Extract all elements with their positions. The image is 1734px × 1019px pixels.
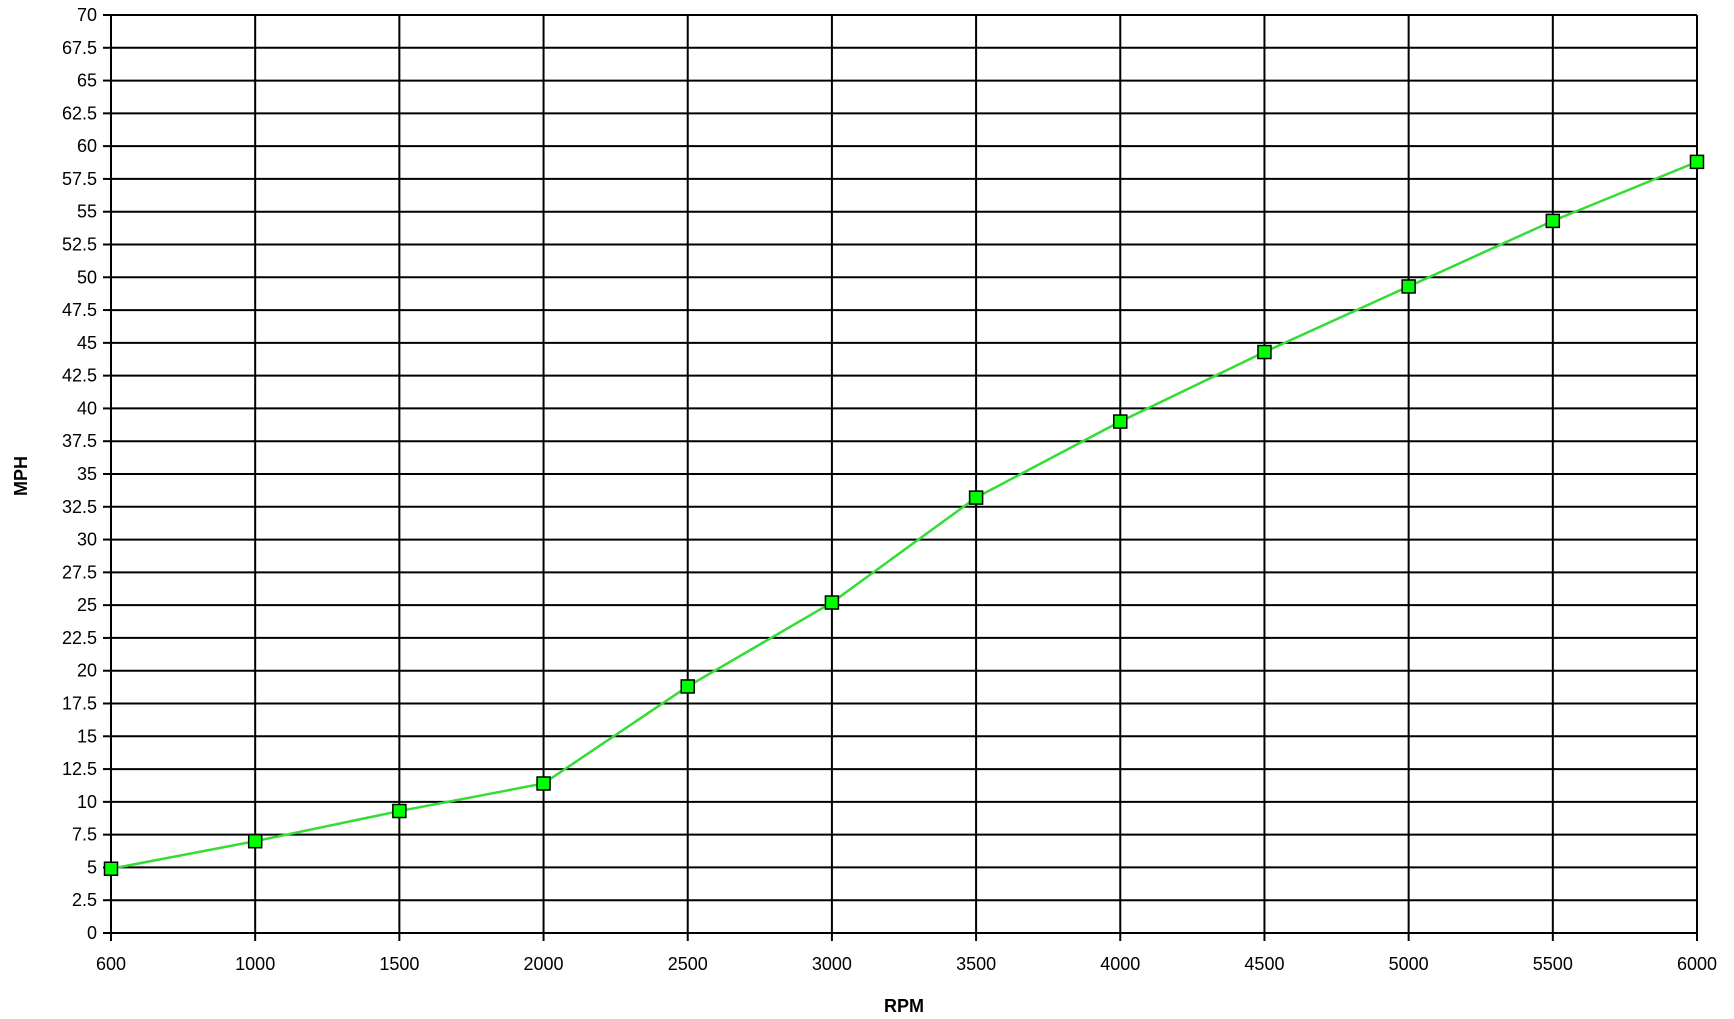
y-tick-label: 27.5 <box>62 562 97 582</box>
x-tick-label: 600 <box>96 954 126 974</box>
y-tick-label: 7.5 <box>72 825 97 845</box>
y-tick-label: 12.5 <box>62 759 97 779</box>
y-tick-label: 62.5 <box>62 103 97 123</box>
x-tick-label: 1500 <box>379 954 419 974</box>
y-tick-label: 35 <box>77 464 97 484</box>
y-tick-label: 55 <box>77 202 97 222</box>
x-tick-label: 4500 <box>1244 954 1284 974</box>
y-tick-label: 5 <box>87 857 97 877</box>
x-axis-title: RPM <box>884 996 924 1016</box>
series-line <box>110 160 1698 870</box>
y-tick-label: 2.5 <box>72 890 97 910</box>
y-tick-label: 15 <box>77 726 97 746</box>
y-tick-label: 57.5 <box>62 169 97 189</box>
x-tick-label: 2000 <box>524 954 564 974</box>
y-tick-label: 50 <box>77 267 97 287</box>
data-point-marker <box>1545 213 1561 229</box>
data-point-marker <box>680 679 695 694</box>
y-tick-label: 37.5 <box>62 431 97 451</box>
data-point-marker <box>1689 154 1705 170</box>
x-tick-label: 3500 <box>956 954 996 974</box>
series-layer <box>103 154 1705 876</box>
x-tick-label: 3000 <box>812 954 852 974</box>
data-point-marker <box>1113 414 1128 429</box>
x-tick-label: 1000 <box>235 954 275 974</box>
y-tick-label: 10 <box>77 792 97 812</box>
x-axis-tick-labels: 600 1000 1500 2000 2500 3000 3500 4000 4500 5000 5… <box>96 954 1717 974</box>
data-point-marker <box>392 803 407 819</box>
y-tick-label: 67.5 <box>62 38 97 58</box>
y-tick-label: 60 <box>77 136 97 156</box>
y-tick-label: 45 <box>77 333 97 353</box>
data-point-marker <box>1257 344 1272 360</box>
y-tick-label: 70 <box>77 5 97 25</box>
data-point-marker <box>968 490 984 505</box>
y-tick-label: 22.5 <box>62 628 97 648</box>
y-axis-tick-labels: 02.557.51012.51517.52022.52527.53032.535… <box>62 5 97 943</box>
y-tick-label: 30 <box>77 530 97 550</box>
y-tick-label: 47.5 <box>62 300 97 320</box>
data-point-marker <box>1401 279 1416 294</box>
y-tick-label: 17.5 <box>62 694 97 714</box>
y-tick-label: 0 <box>87 923 97 943</box>
data-point-marker <box>824 595 840 610</box>
x-tick-label: 2500 <box>668 954 708 974</box>
x-tick-label: 5500 <box>1533 954 1573 974</box>
data-point-marker <box>247 833 263 849</box>
y-tick-label: 32.5 <box>62 497 97 517</box>
data-point-marker <box>536 776 551 791</box>
y-gridlines <box>103 14 1697 934</box>
x-tick-label: 5000 <box>1389 954 1429 974</box>
x-tick-label: 6000 <box>1677 954 1717 974</box>
y-tick-label: 20 <box>77 661 97 681</box>
y-tick-label: 25 <box>77 595 97 615</box>
x-tick-label: 4000 <box>1100 954 1140 974</box>
y-tick-label: 65 <box>77 71 97 91</box>
y-tick-label: 40 <box>77 398 97 418</box>
y-tick-label: 52.5 <box>62 235 97 255</box>
y-tick-label: 42.5 <box>62 366 97 386</box>
y-axis-title: MPH <box>11 456 31 496</box>
data-point-marker <box>103 861 119 876</box>
